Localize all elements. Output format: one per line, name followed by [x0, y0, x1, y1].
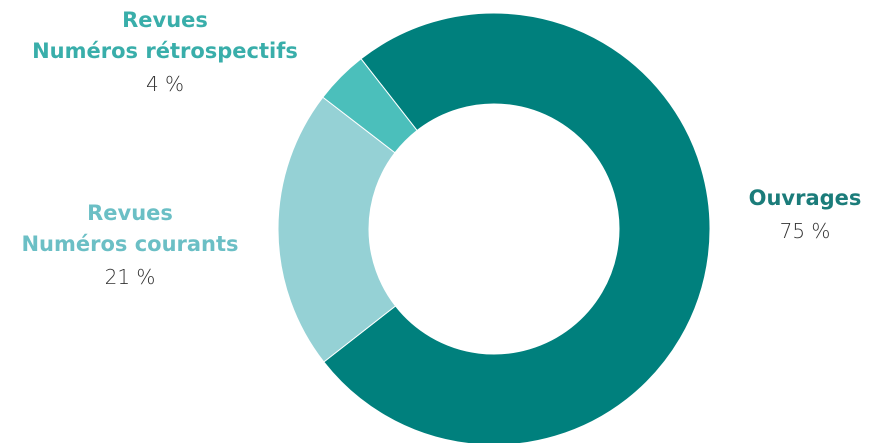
donut-slice-1	[277, 96, 397, 363]
slice-name-line: Revues	[87, 201, 173, 225]
slice-label-ouvrages: Ouvrages 75 %	[745, 188, 865, 243]
donut-slice-2	[322, 58, 418, 154]
slice-label-revues-retrospectifs: Revues Numéros rétrospectifs 4 %	[15, 10, 315, 96]
slice-name: Revues Numéros rétrospectifs	[15, 10, 315, 62]
slice-name-line: Numéros courants	[21, 232, 239, 256]
slice-label-revues-courants: Revues Numéros courants 21 %	[0, 203, 260, 289]
slice-value: 75 %	[779, 219, 831, 243]
slice-name-line: Ouvrages	[748, 186, 862, 210]
slice-value: 4 %	[145, 72, 185, 96]
slice-value: 21 %	[104, 265, 156, 289]
slice-name: Ouvrages	[745, 188, 865, 209]
slice-name-line: Revues	[122, 8, 208, 32]
donut-slice-0	[323, 12, 711, 443]
slice-name: Revues Numéros courants	[0, 203, 260, 255]
slice-name-line: Numéros rétrospectifs	[32, 39, 298, 63]
